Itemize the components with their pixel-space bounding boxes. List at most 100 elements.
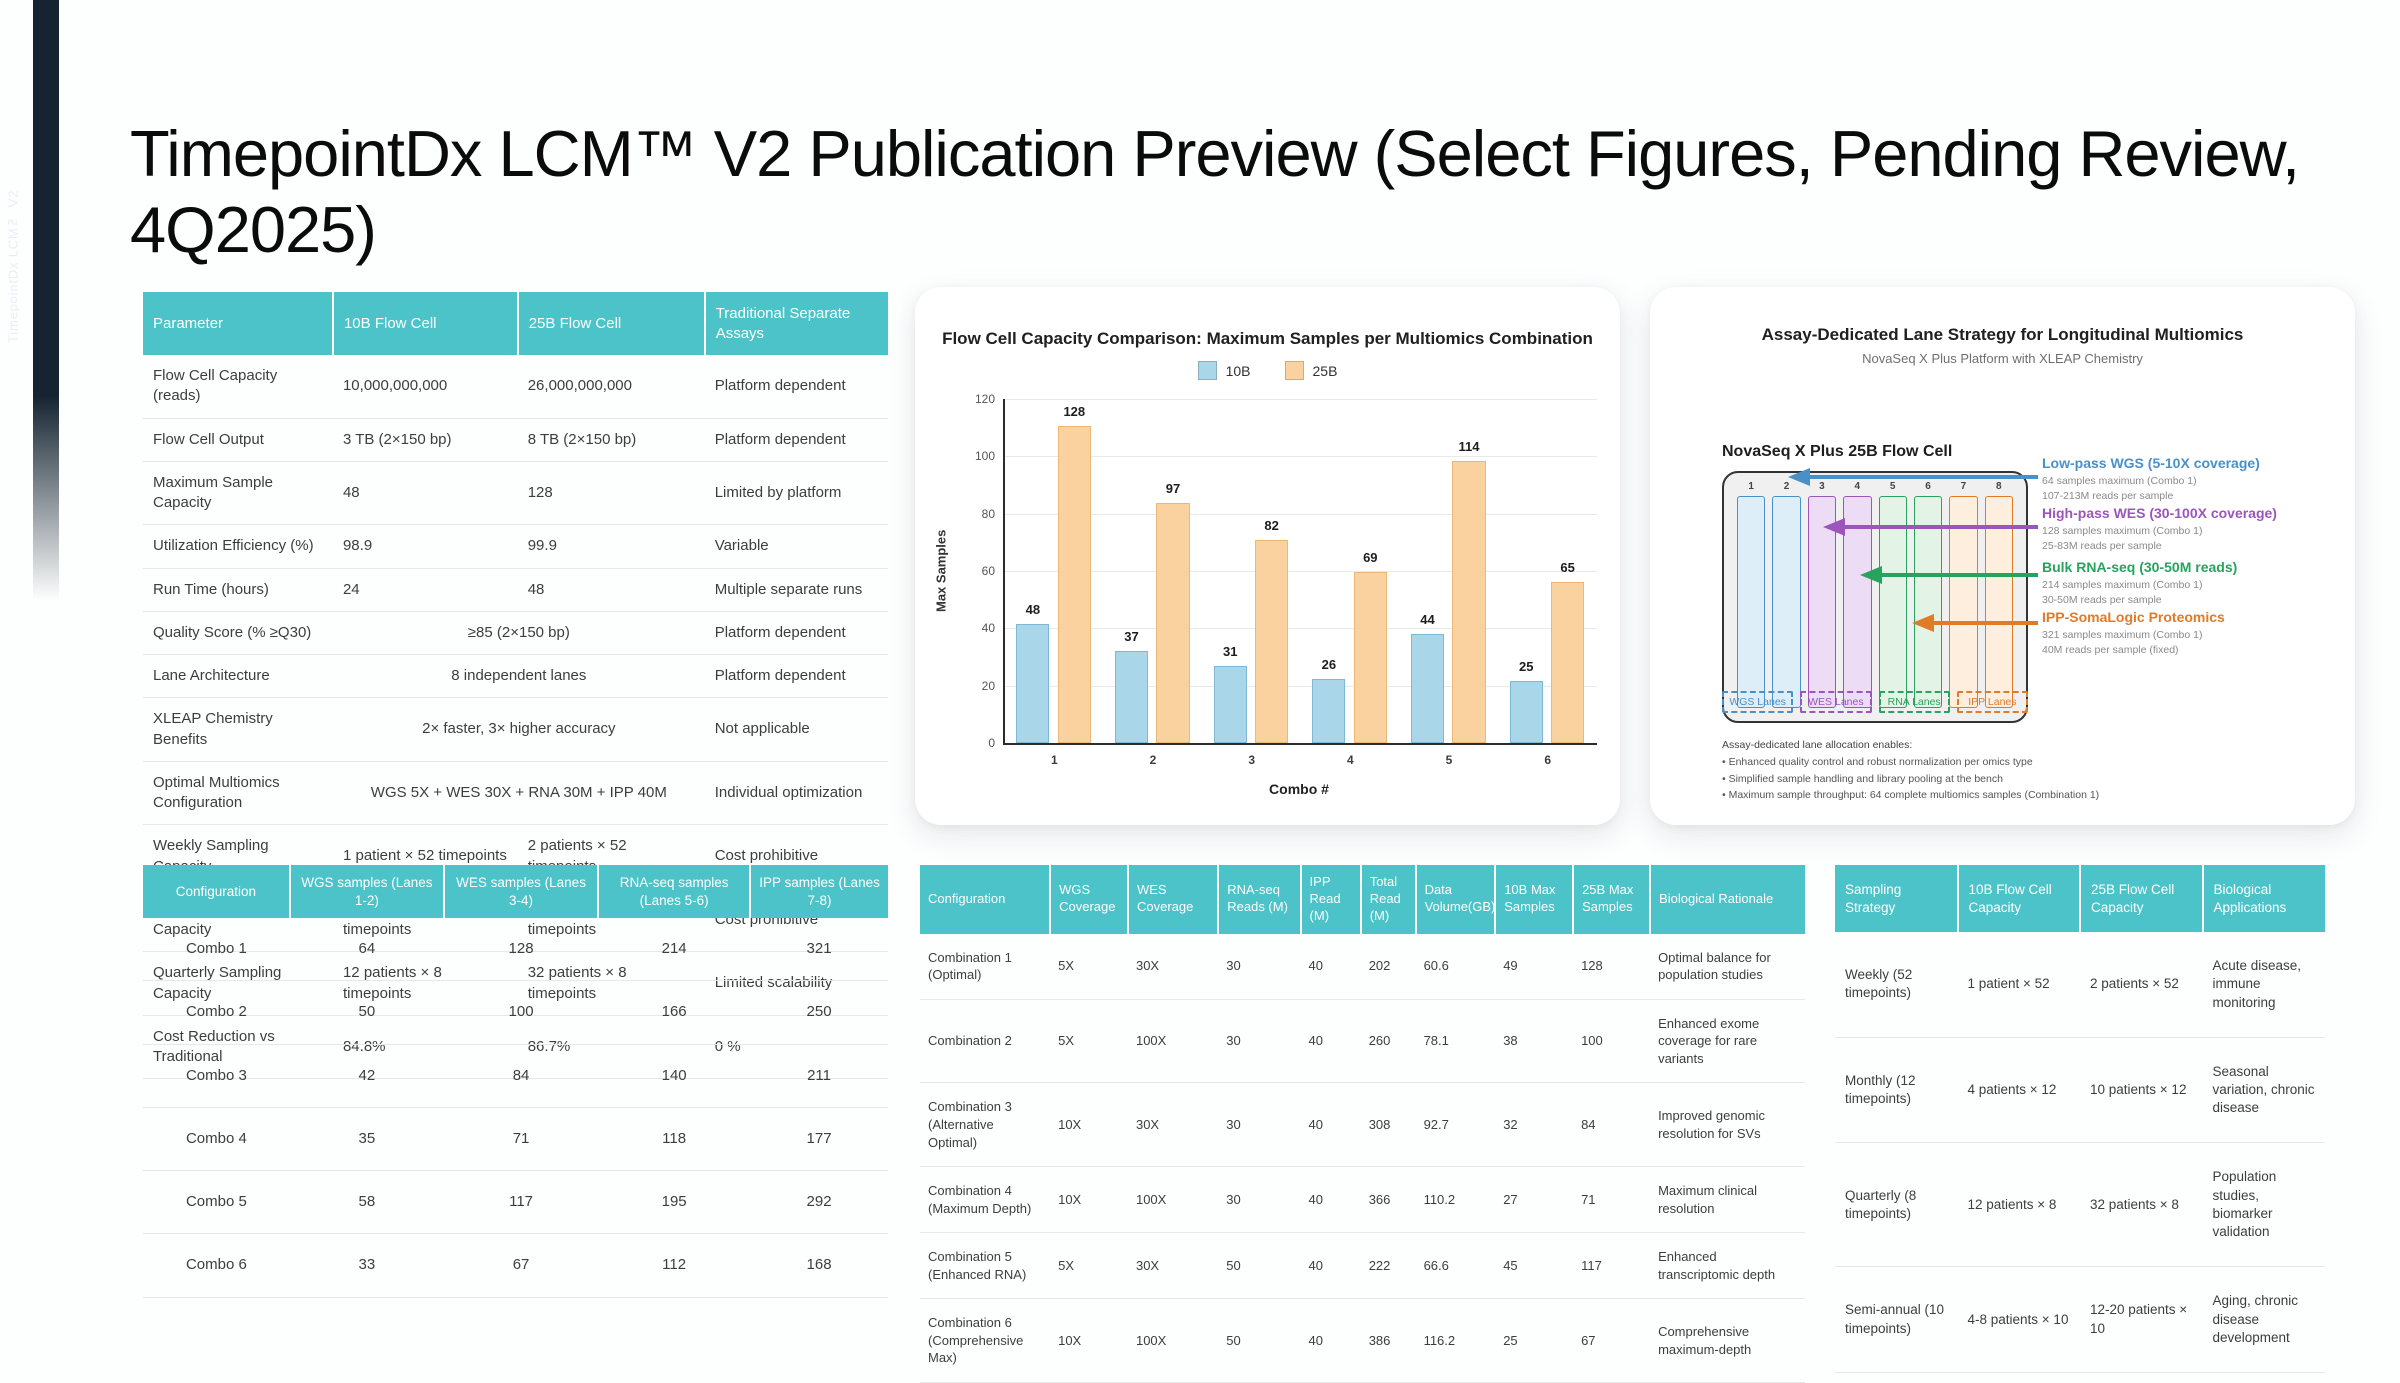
column-header: Configuration: [143, 865, 290, 919]
lane-legend-rna: RNA Lanes: [1878, 691, 1950, 713]
cell: Comprehensive maximum-depth: [1650, 1298, 1805, 1383]
cell: 128: [1573, 933, 1651, 1000]
legend-swatch: [1197, 361, 1217, 380]
cell: 40: [1300, 999, 1361, 1084]
lane-rect-rna: [1913, 496, 1943, 708]
lane-7: 7: [1949, 481, 1978, 708]
bar-25b-combo-4: [1353, 572, 1387, 743]
header-row: Sampling Strategy 10B Flow Cell Capacity 2…: [1835, 865, 2325, 933]
y-tick-label: 100: [974, 449, 995, 464]
annotation-title: Bulk RNA-seq (30-50M reads): [2042, 559, 2238, 575]
table-row: Run Time (hours) 24 48 Multiple separate ru…: [143, 568, 888, 612]
gridline: [1005, 571, 1597, 572]
gridline: [1005, 628, 1597, 630]
cell: 60.6: [1415, 933, 1496, 1000]
bar-value-label: 37: [1124, 629, 1139, 645]
lane-rect-wgs: [1772, 496, 1801, 708]
cell: 30: [1218, 999, 1301, 1084]
lane-rect-ipp: [1984, 496, 2013, 708]
cell: 98.9: [332, 524, 518, 569]
cell: Combo 2: [143, 980, 290, 1045]
y-tick-label: 40: [981, 621, 995, 636]
column-header: WES samples (Lanes 3-4): [442, 865, 599, 919]
bar-value-label: 97: [1165, 480, 1181, 496]
cell: 8 TB (2×150 bp): [517, 418, 705, 462]
sampling-strategy-table: Sampling Strategy 10B Flow Cell Capacity 2…: [1835, 865, 2325, 1373]
gridline: [1005, 399, 1597, 400]
cell: Combo 6: [143, 1233, 290, 1298]
column-header: 10B Flow Cell Capacity: [1956, 865, 2080, 933]
lane-strategy-card: Assay-Dedicated Lane Strategy for Longit…: [1650, 287, 2355, 825]
annotation-title: IPP-SomaLogic Proteomics: [2042, 609, 2225, 625]
arrow-head-ipp: [1912, 614, 1934, 632]
cell: Flow Cell Output: [143, 418, 333, 462]
bar-value-label: 65: [1560, 560, 1575, 575]
capacity-chart-card: Flow Cell Capacity Comparison: Maximum S…: [915, 287, 1620, 825]
header-row: Configuration WGS Coverage WES Coverage RNA…: [920, 865, 1805, 934]
lane-4: 4: [1843, 481, 1872, 708]
cell: Utilization Efficiency (%): [143, 524, 333, 569]
annotation-wgs: Low-pass WGS (5-10X coverage) 64 samples …: [2042, 455, 2342, 504]
annotation-line: 25-83M reads per sample: [2042, 540, 2162, 553]
cell: 10 patients × 12: [2080, 1037, 2203, 1144]
cell: 5X: [1050, 933, 1128, 1000]
lane-number: 3: [1819, 481, 1825, 492]
arrow-line-wes: [1843, 525, 2038, 529]
cell: 30: [1218, 933, 1301, 1000]
cell: 40: [1300, 1232, 1361, 1300]
cell: 10X: [1050, 1298, 1128, 1383]
cell: Maximum Sample Capacity: [143, 461, 333, 526]
cell: 118: [598, 1107, 751, 1172]
cell: 10X: [1050, 1166, 1128, 1234]
annotation-line: 107-213M reads per sample: [2042, 490, 2174, 503]
table-row: Flow Cell Output 3 TB (2×150 bp) 8 TB (2×1…: [143, 418, 888, 462]
lane-6: 6: [1913, 481, 1943, 708]
cell: 71: [1573, 1166, 1651, 1234]
cell: 35: [289, 1107, 444, 1172]
sidebar-strip: [33, 0, 59, 600]
cell: 211: [750, 1044, 888, 1108]
cell: Combo 4: [143, 1107, 290, 1172]
cell: XLEAP Chemistry Benefits: [143, 697, 333, 762]
cell: 1 patient × 52: [1957, 932, 2080, 1038]
cell: 386: [1360, 1298, 1416, 1383]
cell: 10,000,000,000: [332, 355, 518, 419]
combo-samples-table: Configuration WGS samples (Lanes 1-2) WES …: [143, 865, 888, 1298]
column-header: 25B Flow Cell: [516, 292, 705, 355]
column-header: Biological Rationale: [1649, 865, 1805, 934]
cell: 128: [443, 918, 599, 982]
chart-y-axis-label: Max Samples: [933, 529, 949, 613]
cell: 100X: [1127, 1166, 1219, 1234]
lane-number: 5: [1889, 481, 1896, 492]
y-tick-label: 60: [981, 564, 995, 578]
arrow-head-wes: [1823, 518, 1845, 536]
cell: 30X: [1127, 1082, 1219, 1168]
header-row: Configuration WGS samples (Lanes 1-2) WES …: [143, 865, 888, 919]
table-row: Combination 4 (Maximum Depth) 10X 100X 30 40…: [920, 1166, 1805, 1234]
annotation-wes: High-pass WES (30-100X coverage) 128 samp…: [2042, 505, 2342, 554]
bar-25b-combo-2: [1156, 502, 1190, 743]
table-row: Combo 1 64 128 214 321: [143, 918, 888, 982]
cell: Weekly (52 timepoints): [1835, 932, 1958, 1038]
bar-10b-combo-4: [1312, 678, 1346, 743]
annotation-line: 128 samples maximum (Combo 1): [2042, 525, 2203, 537]
cell: Maximum clinical resolution: [1650, 1166, 1805, 1234]
cell: Enhanced transcriptomic depth: [1650, 1232, 1805, 1300]
annotation-title: High-pass WES (30-100X coverage): [2042, 505, 2277, 521]
lane-rect-ipp: [1949, 496, 1978, 708]
flowcell-label: NovaSeq X Plus 25B Flow Cell: [1722, 443, 1953, 460]
cell: 260: [1360, 999, 1416, 1084]
legend-swatch: [1284, 361, 1304, 380]
bar-10b-combo-5: [1411, 634, 1445, 743]
cell: 214: [598, 918, 751, 982]
cell: 33: [289, 1233, 444, 1298]
bar-25b-combo-3: [1255, 539, 1289, 743]
cell: Enhanced exome coverage for rare variant…: [1650, 999, 1805, 1084]
cell: 202: [1360, 933, 1416, 1000]
cell: 10X: [1050, 1082, 1128, 1168]
table-row: Utilization Efficiency (%) 98.9 99.9 Variab…: [143, 524, 888, 569]
cell: Quarterly (8 timepoints): [1835, 1142, 1958, 1268]
column-header: Total Read (M): [1359, 865, 1416, 934]
cell: 42: [289, 1044, 444, 1108]
arrow-line-wgs: [1808, 475, 2038, 479]
